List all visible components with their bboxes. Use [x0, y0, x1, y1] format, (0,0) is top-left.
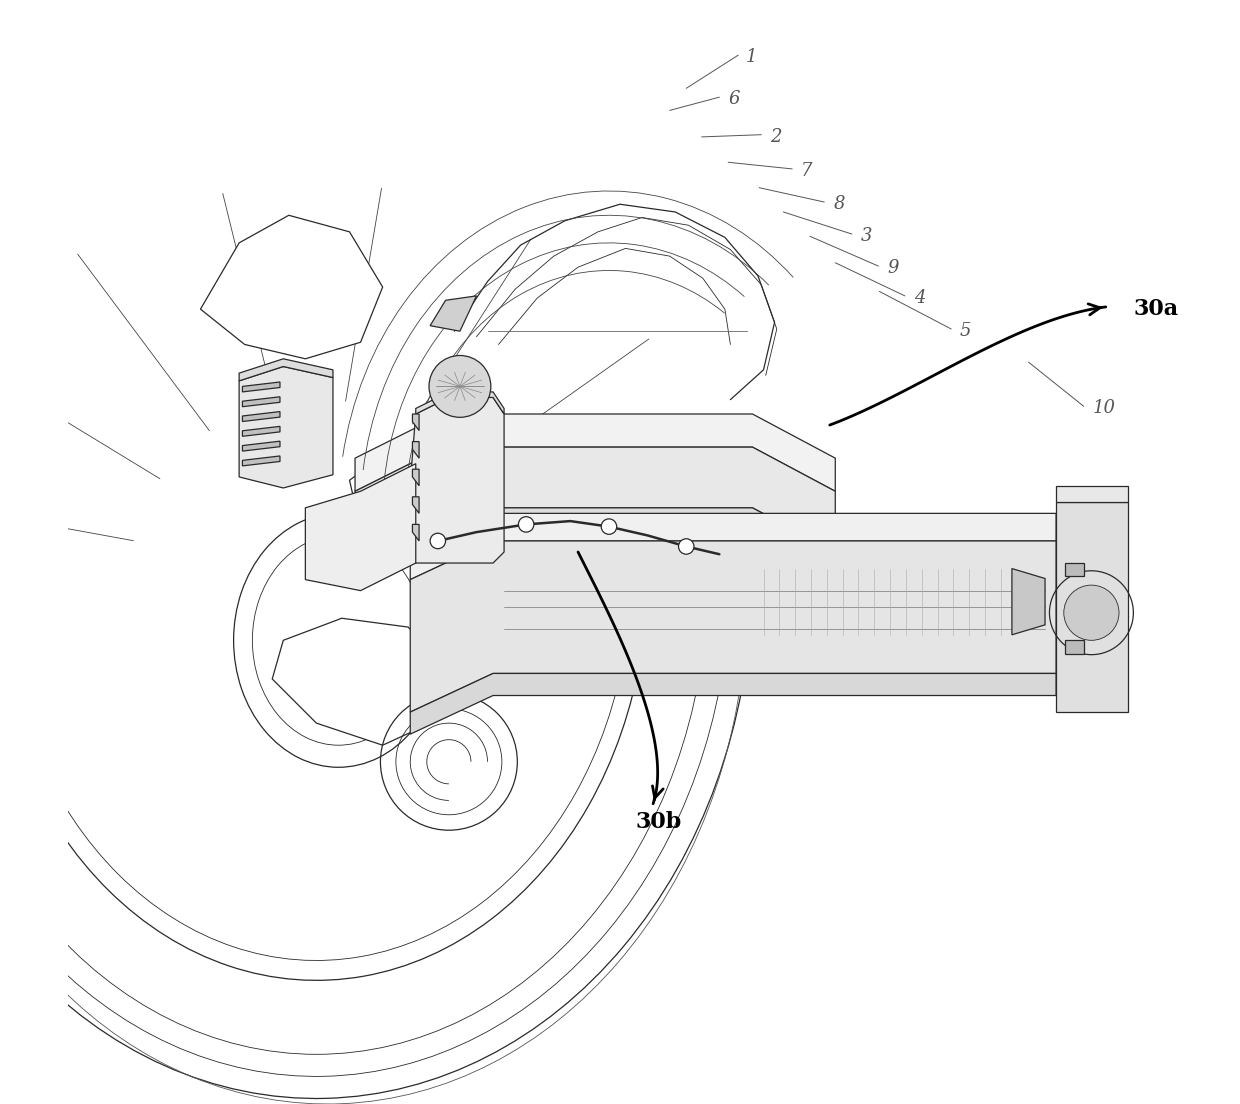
Circle shape	[518, 517, 534, 532]
Polygon shape	[239, 359, 334, 381]
Polygon shape	[413, 442, 419, 458]
Polygon shape	[1056, 502, 1128, 712]
Circle shape	[601, 519, 616, 534]
Polygon shape	[350, 436, 515, 554]
Polygon shape	[243, 426, 280, 436]
Polygon shape	[243, 396, 280, 406]
Polygon shape	[1065, 640, 1084, 654]
Polygon shape	[410, 673, 1056, 734]
Polygon shape	[1056, 486, 1128, 502]
Polygon shape	[413, 524, 419, 541]
Polygon shape	[305, 464, 415, 591]
Polygon shape	[243, 382, 280, 392]
Text: 8: 8	[835, 195, 846, 213]
Circle shape	[430, 533, 445, 549]
Text: 10: 10	[1092, 400, 1116, 417]
Polygon shape	[201, 215, 383, 359]
Polygon shape	[355, 414, 836, 491]
Polygon shape	[415, 392, 505, 414]
Text: 30a: 30a	[1133, 298, 1178, 320]
Polygon shape	[243, 456, 280, 466]
Polygon shape	[243, 412, 280, 422]
Text: 9: 9	[887, 259, 899, 277]
Polygon shape	[413, 469, 419, 486]
Polygon shape	[430, 296, 476, 331]
Text: 7: 7	[801, 162, 812, 180]
Polygon shape	[404, 397, 505, 563]
Text: 5: 5	[960, 322, 971, 340]
Polygon shape	[1065, 563, 1084, 576]
Polygon shape	[410, 541, 1056, 712]
Text: 4: 4	[914, 289, 925, 307]
Circle shape	[1064, 585, 1118, 640]
Polygon shape	[413, 414, 419, 431]
Circle shape	[429, 355, 491, 417]
Polygon shape	[355, 447, 836, 552]
Text: 3: 3	[861, 227, 872, 245]
Polygon shape	[413, 497, 419, 513]
Polygon shape	[243, 442, 280, 452]
Polygon shape	[1012, 569, 1045, 635]
Text: 30b: 30b	[636, 811, 682, 834]
Circle shape	[678, 539, 694, 554]
Polygon shape	[239, 367, 334, 488]
Text: 6: 6	[728, 91, 740, 108]
Text: 1: 1	[745, 49, 758, 66]
Polygon shape	[273, 618, 449, 745]
Polygon shape	[355, 508, 836, 574]
Text: 2: 2	[770, 128, 781, 146]
Polygon shape	[410, 513, 1056, 580]
